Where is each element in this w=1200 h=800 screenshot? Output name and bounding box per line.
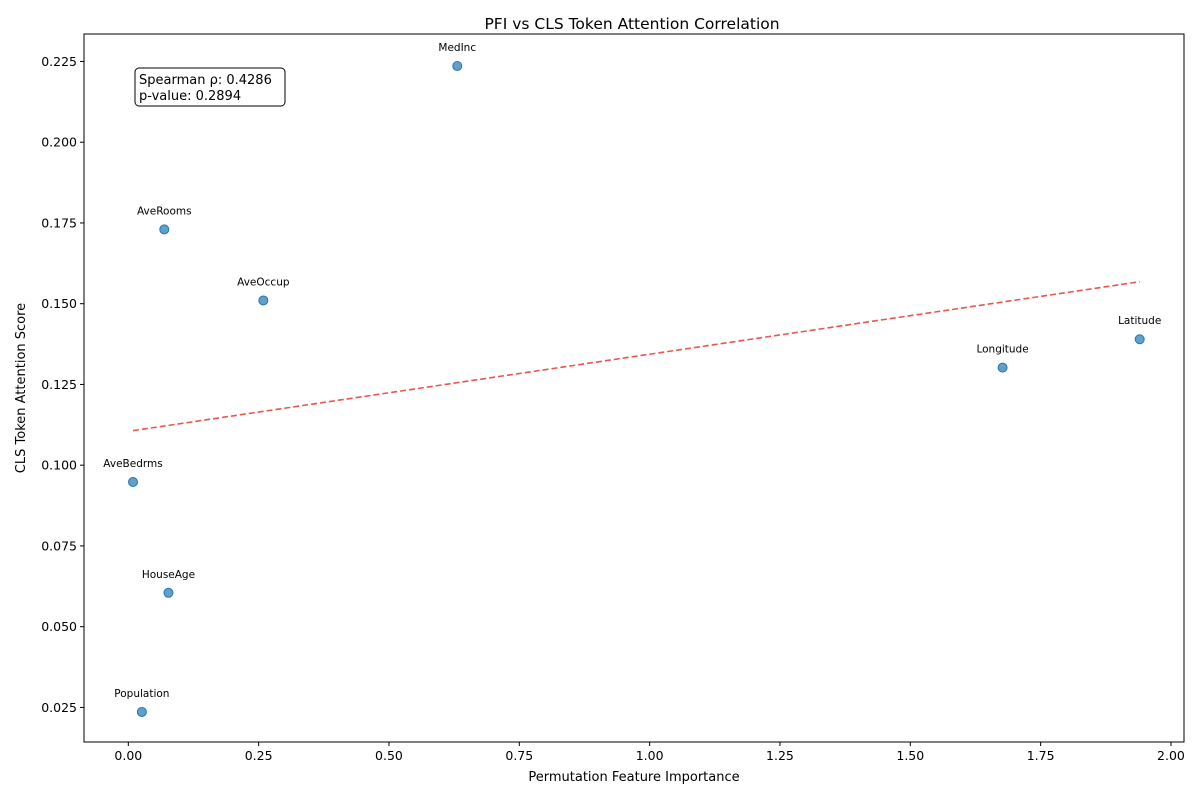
y-axis-title: CLS Token Attention Score [14, 303, 29, 473]
x-tick-label: 1.75 [1027, 748, 1055, 763]
plot-area [83, 33, 1185, 743]
point-label-medinc: MedInc [438, 42, 476, 54]
point-label-houseage: HouseAge [142, 569, 195, 581]
data-point-latitude [1134, 334, 1145, 345]
y-tick-label: 0.200 [41, 135, 77, 150]
stats-box-frame [134, 67, 286, 107]
point-label-aveoccup: AveOccup [237, 276, 290, 288]
point-label-latitude: Latitude [1118, 315, 1161, 327]
x-tick-label: 0.25 [245, 748, 273, 763]
trend-line [132, 280, 1140, 432]
data-point-medinc [452, 60, 463, 71]
spearman-rho-text: Spearman ρ: 0.4286 [139, 73, 272, 88]
y-tick-label: 0.150 [41, 296, 77, 311]
stats-box: Spearman ρ: 0.4286 p-value: 0.2894 [134, 67, 286, 107]
x-tick-label: 0.50 [375, 748, 403, 763]
data-point-longitude [997, 362, 1008, 373]
data-point-houseage [163, 587, 174, 598]
y-tick-label: 0.075 [41, 538, 77, 553]
y-tick-label: 0.025 [41, 700, 77, 715]
x-tick-label: 2.00 [1157, 748, 1185, 763]
data-point-averooms [159, 224, 170, 235]
y-tick-label: 0.125 [41, 377, 77, 392]
x-tick-label: 1.50 [896, 748, 924, 763]
y-tick-label: 0.225 [41, 54, 77, 69]
data-points [128, 60, 1145, 717]
y-tick-label: 0.175 [41, 215, 77, 230]
data-point-aveoccup [258, 295, 269, 306]
y-axis: 0.025 0.050 0.075 0.100 0.125 0.150 0.175 0.200… [41, 54, 84, 715]
x-tick-label: 1.25 [766, 748, 794, 763]
x-tick-label: 0.75 [505, 748, 533, 763]
x-tick-label: 0.00 [114, 748, 142, 763]
x-axis-title: Permutation Feature Importance [528, 770, 739, 785]
x-tick-label: 1.00 [636, 748, 664, 763]
x-axis: 0.00 0.25 0.50 0.75 1.00 1.25 1.50 1.75 2.00 [114, 742, 1185, 763]
point-label-averooms: AveRooms [137, 205, 192, 217]
data-point-population [136, 706, 147, 717]
chart-title: PFI vs CLS Token Attention Correlation [484, 15, 779, 33]
plot-frame [83, 33, 1185, 743]
point-labels: MedInc AveRooms AveOccup Latitude Longitude A… [103, 42, 1161, 700]
y-tick-label: 0.100 [41, 458, 77, 473]
data-point-avebedrms [128, 476, 139, 487]
point-label-avebedrms: AveBedrms [103, 458, 162, 470]
point-label-longitude: Longitude [976, 344, 1028, 356]
p-value-text: p-value: 0.2894 [139, 89, 241, 104]
y-tick-label: 0.050 [41, 619, 77, 634]
point-label-population: Population [114, 688, 169, 700]
